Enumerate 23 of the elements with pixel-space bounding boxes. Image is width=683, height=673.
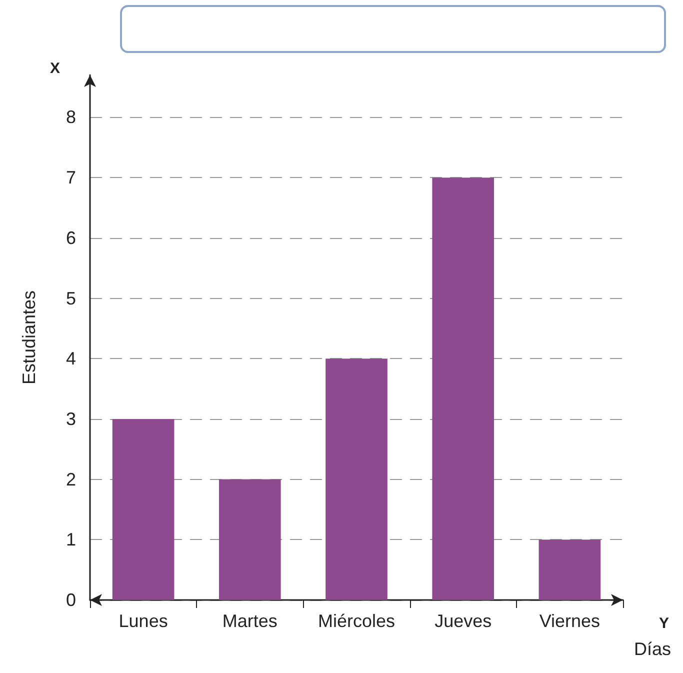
text: Y bbox=[658, 615, 670, 632]
y-tick-label: 6 bbox=[66, 228, 76, 248]
y-tick-label: 8 bbox=[66, 107, 76, 128]
bar bbox=[112, 418, 174, 600]
bar bbox=[538, 540, 601, 600]
y-tick-label: 2 bbox=[66, 469, 76, 490]
x-tick-label: Lunes bbox=[118, 611, 168, 631]
y-axis-title: Estudiantes bbox=[19, 290, 39, 385]
bar bbox=[432, 178, 494, 600]
x-axis-title: Días bbox=[634, 639, 672, 659]
x-tick-label: Martes bbox=[222, 611, 278, 631]
x-tick-label: Jueves bbox=[434, 611, 492, 631]
bar bbox=[218, 479, 281, 600]
y-tick-label: 5 bbox=[66, 288, 76, 308]
bar bbox=[326, 358, 388, 600]
y-tick-label: 1 bbox=[66, 530, 76, 550]
text: X bbox=[50, 60, 60, 77]
y-tick-label: 3 bbox=[66, 408, 76, 429]
x-tick-label: Viernes bbox=[539, 611, 600, 631]
y-tick-label: 4 bbox=[66, 348, 76, 369]
x-tick-label: Miércoles bbox=[318, 611, 396, 631]
y-tick-label: 7 bbox=[66, 168, 76, 188]
y-tick-label: 0 bbox=[66, 590, 76, 610]
